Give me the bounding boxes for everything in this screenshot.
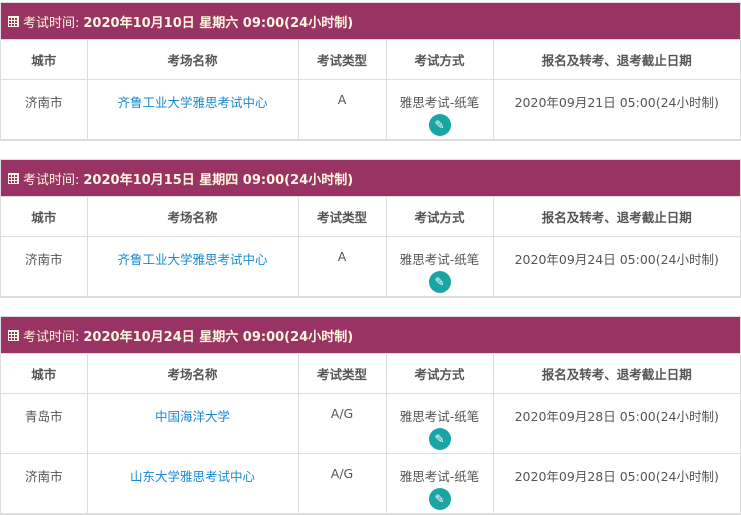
exam-mode-cell: 雅思考试-纸笔 ✎	[385, 79, 494, 140]
col-city: 城市	[1, 39, 88, 80]
exam-datetime: 2020年10月10日 星期六 09:00(24小时制)	[83, 15, 354, 31]
exam-mode: 雅思考试-纸笔	[399, 252, 480, 267]
venue-link[interactable]: 齐鲁工业大学雅思考试中心	[117, 95, 268, 110]
exam-type: A	[297, 79, 387, 140]
exam-type: A/G	[297, 393, 387, 454]
pencil-icon[interactable]: ✎	[428, 488, 451, 510]
col-mode: 考试方式	[385, 196, 494, 237]
session-table: 城市 考场名称 考试类型 考试方式 报名及转考、退考截止日期 青岛市 中国海洋大学 A/…	[1, 353, 740, 514]
col-venue: 考场名称	[86, 39, 299, 80]
col-mode: 考试方式	[385, 353, 494, 394]
col-deadline: 报名及转考、退考截止日期	[492, 196, 740, 237]
pencil-icon[interactable]: ✎	[428, 114, 451, 136]
exam-mode: 雅思考试-纸笔	[399, 469, 480, 484]
exam-mode-cell: 雅思考试-纸笔 ✎	[385, 453, 494, 514]
exam-session: 考试时间: 2020年10月10日 星期六 09:00(24小时制) 城市 考场名称…	[0, 2, 741, 141]
deadline: 2020年09月24日 05:00(24小时制)	[492, 236, 740, 297]
exam-time-label: 考试时间:	[23, 15, 80, 31]
session-header: 考试时间: 2020年10月24日 星期六 09:00(24小时制)	[1, 317, 740, 353]
exam-type: A	[297, 236, 387, 297]
calendar-icon	[8, 172, 19, 184]
col-mode: 考试方式	[385, 39, 494, 80]
col-deadline: 报名及转考、退考截止日期	[492, 39, 740, 80]
exam-session: 考试时间: 2020年10月24日 星期六 09:00(24小时制) 城市 考场名称…	[0, 316, 741, 515]
venue-link[interactable]: 齐鲁工业大学雅思考试中心	[117, 252, 268, 267]
col-type: 考试类型	[297, 39, 387, 80]
table-row: 济南市 齐鲁工业大学雅思考试中心 A 雅思考试-纸笔 ✎ 2020年09月24日 …	[1, 236, 740, 297]
calendar-icon	[8, 329, 19, 341]
exam-mode-cell: 雅思考试-纸笔 ✎	[385, 236, 494, 297]
city: 济南市	[1, 236, 88, 297]
col-type: 考试类型	[297, 196, 387, 237]
session-table: 城市 考场名称 考试类型 考试方式 报名及转考、退考截止日期 济南市 齐鲁工业大学雅思考…	[1, 39, 740, 140]
pencil-icon[interactable]: ✎	[428, 271, 451, 293]
table-row: 济南市 山东大学雅思考试中心 A/G 雅思考试-纸笔 ✎ 2020年09月28日 …	[1, 453, 740, 514]
col-venue: 考场名称	[86, 196, 299, 237]
deadline: 2020年09月28日 05:00(24小时制)	[492, 453, 740, 514]
exam-mode: 雅思考试-纸笔	[399, 95, 480, 110]
exam-datetime: 2020年10月24日 星期六 09:00(24小时制)	[83, 329, 354, 345]
session-table: 城市 考场名称 考试类型 考试方式 报名及转考、退考截止日期 济南市 齐鲁工业大学雅思考…	[1, 196, 740, 297]
col-city: 城市	[1, 353, 88, 394]
city: 济南市	[1, 79, 88, 140]
col-venue: 考场名称	[86, 353, 299, 394]
pencil-icon[interactable]: ✎	[428, 428, 451, 450]
venue-link[interactable]: 山东大学雅思考试中心	[129, 469, 255, 484]
calendar-icon	[8, 15, 19, 27]
exam-mode-cell: 雅思考试-纸笔 ✎	[385, 393, 494, 454]
deadline: 2020年09月21日 05:00(24小时制)	[492, 79, 740, 140]
exam-time-label: 考试时间:	[23, 172, 80, 188]
exam-datetime: 2020年10月15日 星期四 09:00(24小时制)	[83, 172, 354, 188]
session-header: 考试时间: 2020年10月15日 星期四 09:00(24小时制)	[1, 160, 740, 196]
session-header: 考试时间: 2020年10月10日 星期六 09:00(24小时制)	[1, 3, 740, 39]
city: 青岛市	[1, 393, 88, 454]
deadline: 2020年09月28日 05:00(24小时制)	[492, 393, 740, 454]
col-deadline: 报名及转考、退考截止日期	[492, 353, 740, 394]
table-row: 济南市 齐鲁工业大学雅思考试中心 A 雅思考试-纸笔 ✎ 2020年09月21日 …	[1, 79, 740, 140]
col-type: 考试类型	[297, 353, 387, 394]
city: 济南市	[1, 453, 88, 514]
exam-mode: 雅思考试-纸笔	[399, 409, 480, 424]
exam-session: 考试时间: 2020年10月15日 星期四 09:00(24小时制) 城市 考场名称…	[0, 159, 741, 298]
col-city: 城市	[1, 196, 88, 237]
exam-type: A/G	[297, 453, 387, 514]
exam-time-label: 考试时间:	[23, 329, 80, 345]
venue-link[interactable]: 中国海洋大学	[154, 409, 230, 424]
table-row: 青岛市 中国海洋大学 A/G 雅思考试-纸笔 ✎ 2020年09月28日 05:0…	[1, 393, 740, 454]
